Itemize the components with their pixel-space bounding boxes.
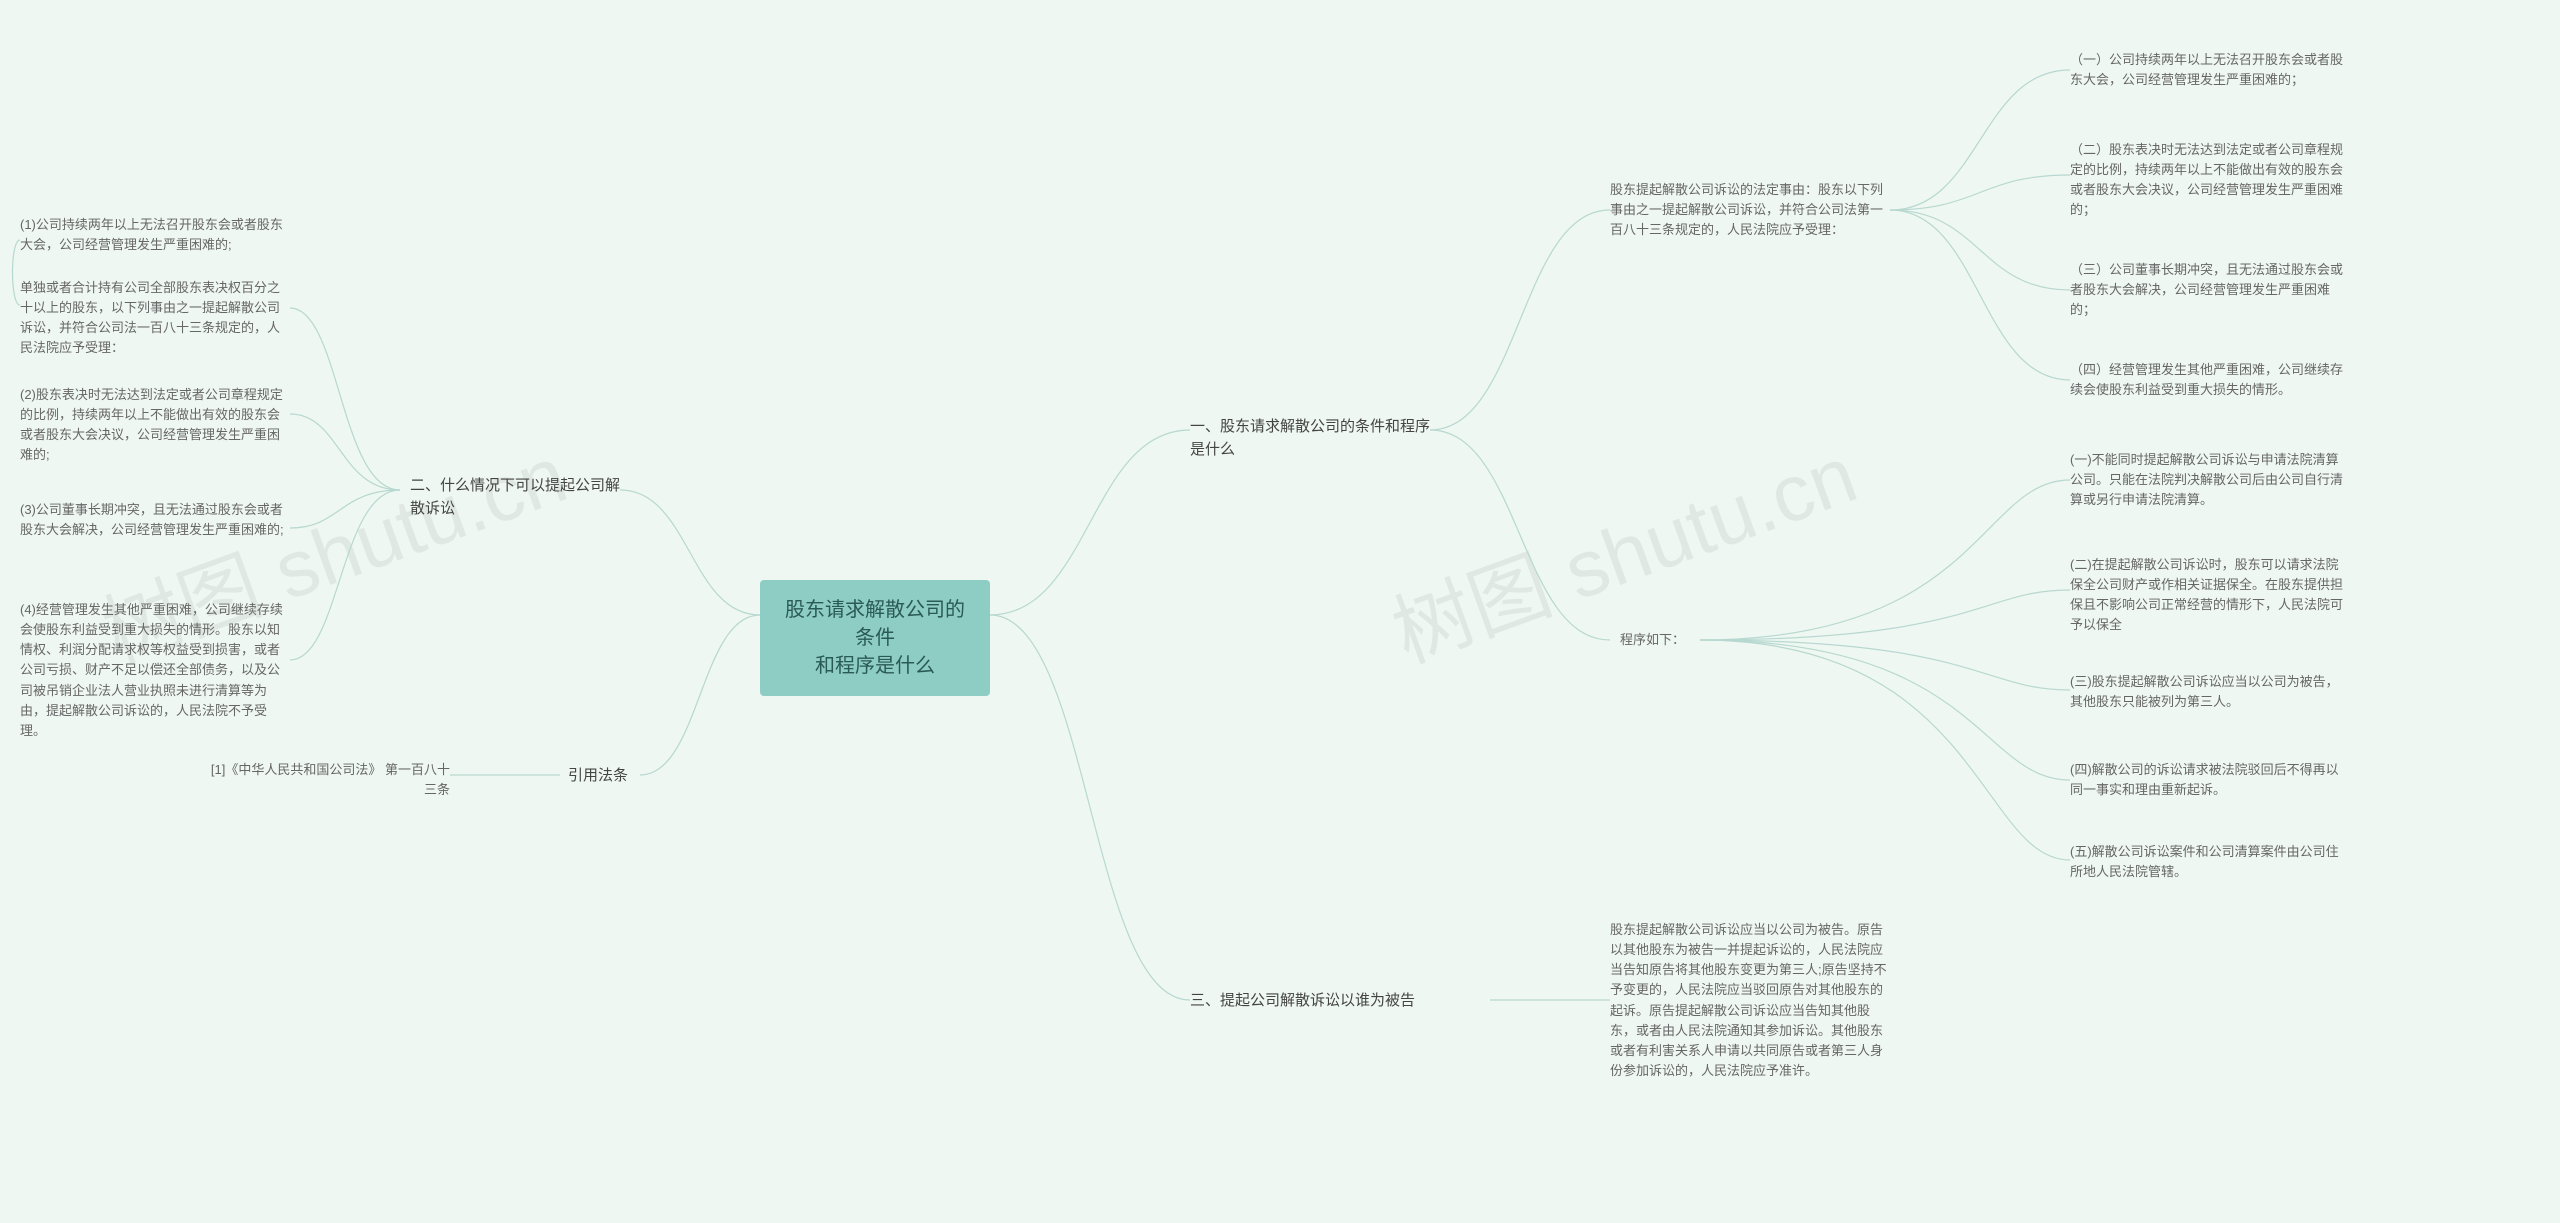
b1-n1-i4: （四）经营管理发生其他严重困难，公司继续存续会使股东利益受到重大损失的情形。 (2070, 360, 2350, 400)
b1-n2-i2: (二)在提起解散公司诉讼时，股东可以请求法院保全公司财产或作相关证据保全。在股东… (2070, 555, 2350, 636)
b2-i4: (4)经营管理发生其他严重困难，公司继续存续会使股东利益受到重大损失的情形。股东… (20, 600, 290, 741)
b2-i3: (3)公司董事长期冲突，且无法通过股东会或者股东大会解决，公司经营管理发生严重困… (20, 500, 290, 540)
b1-n2-i1: (一)不能同时提起解散公司诉讼与申请法院清算公司。只能在法院判决解散公司后由公司… (2070, 450, 2350, 510)
b2-i2: (2)股东表决时无法达到法定或者公司章程规定的比例，持续两年以上不能做出有效的股… (20, 385, 290, 466)
branch-3-title: 三、提起公司解散诉讼以谁为被告 (1190, 990, 1490, 1013)
center-line1: 股东请求解散公司的条件 (782, 596, 968, 652)
center-line2: 和程序是什么 (782, 652, 968, 680)
b1-n2-intro: 程序如下： (1620, 630, 1700, 650)
b3-text: 股东提起解散公司诉讼应当以公司为被告。原告以其他股东为被告一并提起诉讼的，人民法… (1610, 920, 1890, 1081)
b2-i1-visible: (1)公司持续两年以上无法召开股东会或者股东大会，公司经营管理发生严重困难的; (20, 215, 290, 255)
b1-n2-i4: (四)解散公司的诉讼请求被法院驳回后不得再以同一事实和理由重新起诉。 (2070, 760, 2350, 800)
branch-2-title: 二、什么情况下可以提起公司解散诉讼 (410, 475, 625, 520)
b1-n1-i2: （二）股东表决时无法达到法定或者公司章程规定的比例，持续两年以上不能做出有效的股… (2070, 140, 2350, 221)
b2-intro: 单独或者合计持有公司全部股东表决权百分之十以上的股东，以下列事由之一提起解散公司… (20, 278, 290, 359)
b1-n2-i5: (五)解散公司诉讼案件和公司清算案件由公司住所地人民法院管辖。 (2070, 842, 2350, 882)
branch-law-title: 引用法条 (568, 765, 643, 788)
law-text: [1]《中华人民共和国公司法》 第一百八十三条 (200, 760, 450, 800)
b1-n1-intro: 股东提起解散公司诉讼的法定事由：股东以下列事由之一提起解散公司诉讼，并符合公司法… (1610, 180, 1890, 240)
b1-n1-i1: （一）公司持续两年以上无法召开股东会或者股东大会，公司经营管理发生严重困难的； (2070, 50, 2350, 90)
branch-1-title: 一、股东请求解散公司的条件和程序是什么 (1190, 416, 1430, 461)
b1-n2-i3: (三)股东提起解散公司诉讼应当以公司为被告，其他股东只能被列为第三人。 (2070, 672, 2350, 712)
b1-n1-i3: （三）公司董事长期冲突，且无法通过股东会或者股东大会解决，公司经营管理发生严重困… (2070, 260, 2350, 320)
center-node: 股东请求解散公司的条件 和程序是什么 (760, 580, 990, 696)
